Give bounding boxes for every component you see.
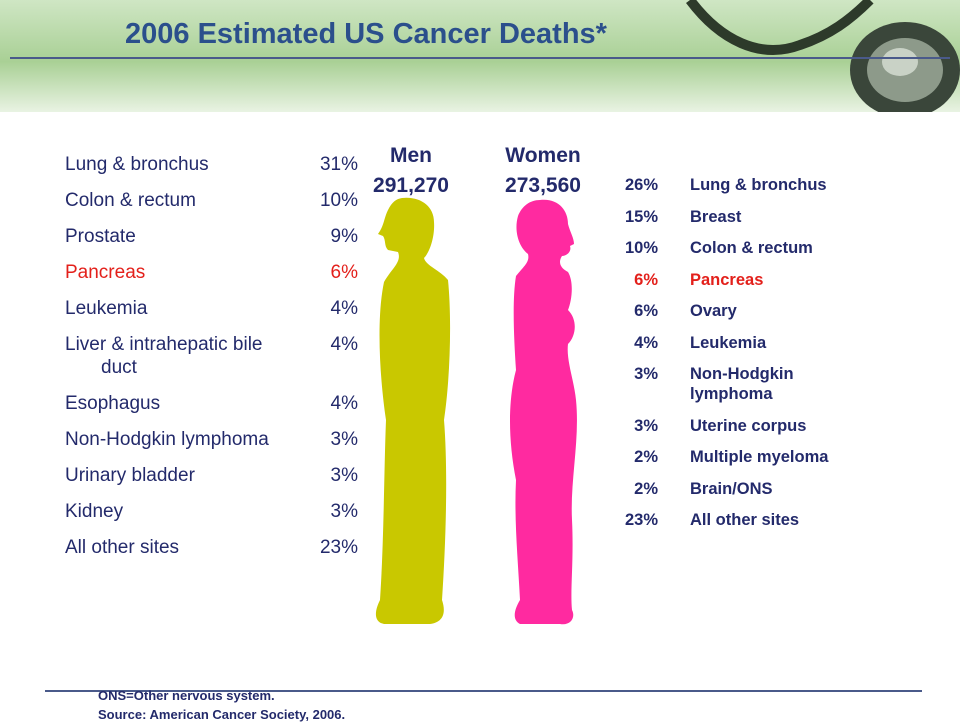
percentage: 23%: [319, 537, 358, 558]
stethoscope: [686, 0, 960, 118]
site-name: Non-Hodgkin lymphoma: [65, 429, 269, 450]
site-name: Breast: [690, 207, 742, 226]
table-row: Kidney 3%: [65, 500, 358, 523]
table-row: Urinary bladder 3%: [65, 464, 358, 487]
men-label: Men: [390, 144, 432, 167]
site-name: Pancreas: [690, 270, 764, 289]
percentage: 3%: [330, 501, 358, 522]
table-row: Pancreas 6%: [65, 261, 358, 284]
percentage: 6%: [634, 302, 658, 320]
percentage: 3%: [330, 465, 358, 486]
table-row: Non-Hodgkin lymphoma 3%: [65, 428, 358, 451]
percentage: 3%: [330, 429, 358, 450]
percentage: 9%: [330, 226, 358, 247]
percentage: 26%: [624, 176, 658, 194]
site-name: Brain/ONS: [690, 479, 773, 498]
site-name: Ovary: [690, 302, 737, 320]
percentage: 2%: [634, 479, 658, 498]
percentage: 4%: [634, 333, 658, 352]
table-row: 15% Breast: [610, 207, 860, 227]
table-row: Colon & rectum 10%: [65, 189, 358, 212]
woman-silhouette: [510, 199, 577, 625]
site-name: Leukemia: [690, 333, 767, 352]
table-row: 23% All other sites: [610, 510, 860, 530]
site-name: All other sites: [690, 511, 800, 529]
title: 2006 Estimated US Cancer Deaths*: [125, 18, 607, 50]
site-name: Uterine corpus: [690, 416, 807, 435]
percentage: 10%: [319, 190, 358, 211]
percentage: 6%: [330, 262, 358, 283]
site-name: Urinary bladder: [65, 465, 195, 486]
percentage: 31%: [319, 154, 358, 175]
table-row: 10% Colon & rectum: [610, 238, 860, 258]
site-name: Esophagus: [65, 393, 161, 414]
table-row: All other sites 23%: [65, 536, 358, 559]
women-table: 26% Lung & bronchus 15% Breast 10% Colon & re…: [610, 175, 860, 542]
header-band: [0, 0, 960, 118]
percentage: 23%: [624, 511, 658, 529]
women-total: 273,560: [505, 174, 581, 197]
table-row: Leukemia 4%: [65, 297, 358, 320]
percentage: 3%: [634, 365, 658, 383]
table-row: Prostate 9%: [65, 225, 358, 248]
footnotes: ONS=Other nervous system. Source: America…: [98, 686, 345, 724]
site-name: Prostate: [65, 226, 136, 247]
percentage: 4%: [330, 298, 358, 319]
percentage: 6%: [634, 270, 658, 289]
table-row: 3% Non-Hodgkin lymphoma: [610, 364, 860, 404]
men-table: Lung & bronchus 31% Colon & rectum 10% Prost…: [65, 153, 358, 572]
table-row: Esophagus 4%: [65, 392, 358, 415]
percentage: 15%: [624, 207, 658, 226]
percentage: 2%: [634, 448, 658, 466]
table-row: 6% Pancreas: [610, 270, 860, 290]
percentage: 3%: [634, 416, 658, 435]
table-row: 3% Uterine corpus: [610, 416, 860, 436]
table-row: 4% Leukemia: [610, 333, 860, 353]
women-label: Women: [505, 144, 581, 167]
site-name: Leukemia: [65, 298, 148, 319]
table-row: 6% Ovary: [610, 301, 860, 321]
table-row: 2% Brain/ONS: [610, 479, 860, 499]
table-row: Lung & bronchus 31%: [65, 153, 358, 176]
men-total: 291,270: [373, 174, 449, 197]
site-name: Non-Hodgkin lymphoma: [690, 365, 794, 403]
site-name: Colon & rectum: [690, 239, 813, 257]
title-rule: [10, 57, 950, 59]
site-name: Liver & intrahepatic bile duct: [65, 334, 263, 378]
site-name: Kidney: [65, 501, 124, 522]
table-row: 26% Lung & bronchus: [610, 175, 860, 195]
women-head: Women 273,560: [473, 141, 613, 201]
man-silhouette: [375, 197, 451, 625]
site-name: Multiple myeloma: [690, 448, 829, 466]
site-name: All other sites: [65, 537, 180, 558]
footnote: Source: American Cancer Society, 2006.: [98, 707, 346, 722]
site-name: Lung & bronchus: [690, 176, 827, 194]
table-row: Liver & intrahepatic bile duct 4%: [65, 333, 358, 379]
percentage: 4%: [330, 334, 358, 355]
site-name: Colon & rectum: [65, 190, 196, 211]
footnote: ONS=Other nervous system.: [98, 688, 275, 703]
table-row: 2% Multiple myeloma: [610, 447, 860, 467]
percentage: 4%: [330, 393, 358, 414]
percentage: 10%: [624, 239, 658, 257]
men-head: Men 291,270: [341, 141, 481, 201]
footer-rule: [45, 690, 922, 692]
site-name: Lung & bronchus: [65, 154, 209, 175]
site-name: Pancreas: [65, 262, 146, 283]
